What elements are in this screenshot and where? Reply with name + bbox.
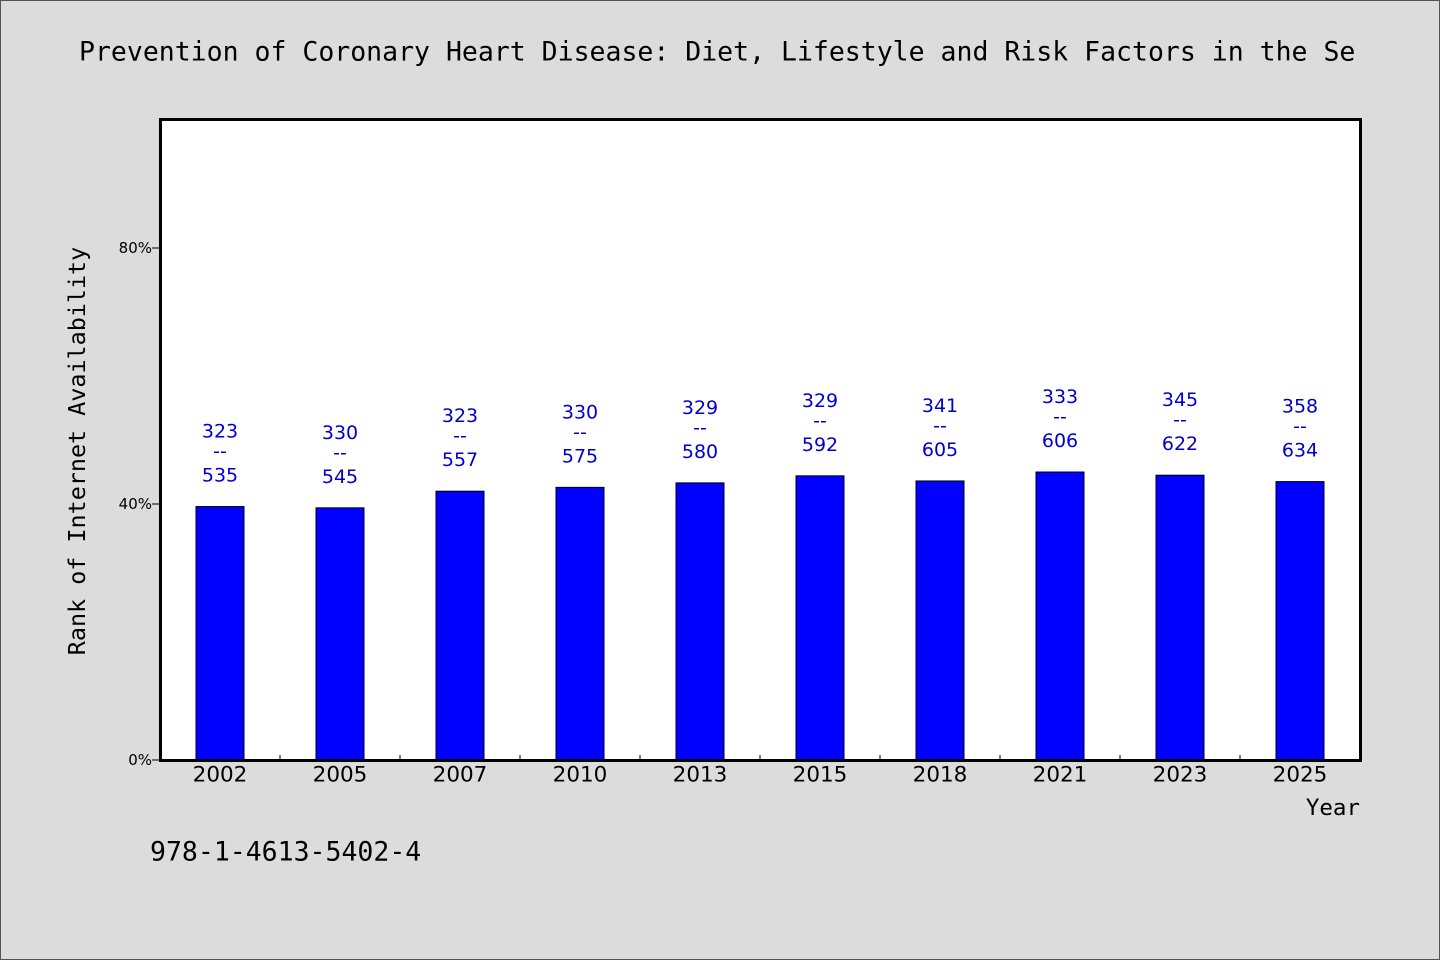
x-tick-label: 2018 bbox=[913, 763, 968, 788]
data-label-upper: 323 bbox=[442, 405, 478, 427]
x-tick-label: 2023 bbox=[1153, 763, 1208, 788]
bar-2010 bbox=[555, 486, 605, 761]
data-label-upper: 330 bbox=[562, 401, 598, 423]
data-label-separator: -- bbox=[813, 410, 827, 432]
data-label-separator: -- bbox=[213, 441, 227, 463]
x-tick-label: 2021 bbox=[1033, 763, 1088, 788]
y-axis: 0% 40% 80% bbox=[119, 239, 160, 769]
isbn-text: 978-1-4613-5402-4 bbox=[150, 837, 421, 868]
bar-2018 bbox=[915, 480, 965, 761]
bar-2007 bbox=[435, 490, 485, 761]
data-label-lower: 545 bbox=[322, 466, 358, 488]
x-tick-label: 2010 bbox=[553, 763, 608, 788]
data-label-lower: 634 bbox=[1282, 440, 1318, 462]
y-tick-label: 0% bbox=[128, 751, 152, 769]
data-label-lower: 605 bbox=[922, 439, 958, 461]
x-tick-label: 2013 bbox=[673, 763, 728, 788]
data-label-separator: -- bbox=[693, 417, 707, 439]
y-tick-label: 80% bbox=[119, 239, 152, 257]
x-axis: 2002 2005 2007 2010 2013 2015 2018 2021 2023 2025 bbox=[193, 755, 1328, 788]
data-label-lower: 557 bbox=[442, 449, 478, 471]
data-label-lower: 535 bbox=[202, 465, 238, 487]
data-label-upper: 341 bbox=[922, 395, 958, 417]
bar-series bbox=[195, 471, 1325, 761]
data-label-upper: 330 bbox=[322, 422, 358, 444]
data-label-lower: 592 bbox=[802, 434, 838, 456]
data-label-separator: -- bbox=[933, 415, 947, 437]
bar-2021 bbox=[1035, 471, 1085, 761]
x-tick-label: 2015 bbox=[793, 763, 848, 788]
x-axis-label: Year bbox=[1306, 795, 1360, 821]
x-tick-label: 2002 bbox=[193, 763, 248, 788]
bar-2002 bbox=[195, 506, 245, 761]
data-label-upper: 323 bbox=[202, 421, 238, 443]
data-label-separator: -- bbox=[1173, 409, 1187, 431]
bar-2013 bbox=[675, 482, 725, 761]
data-label-upper: 333 bbox=[1042, 386, 1078, 408]
data-label-separator: -- bbox=[1053, 406, 1067, 428]
data-label-upper: 329 bbox=[682, 397, 718, 419]
y-tick-label: 40% bbox=[119, 495, 152, 513]
data-label-separator: -- bbox=[333, 442, 347, 464]
data-label-upper: 329 bbox=[802, 390, 838, 412]
bar-2015 bbox=[795, 475, 845, 761]
y-axis-label: Rank of Internet Availability bbox=[63, 247, 91, 655]
bar-2023 bbox=[1155, 474, 1205, 761]
data-label-lower: 622 bbox=[1162, 433, 1198, 455]
data-label-upper: 345 bbox=[1162, 389, 1198, 411]
bar-2025 bbox=[1275, 481, 1325, 761]
x-tick-label: 2025 bbox=[1273, 763, 1328, 788]
data-label-separator: -- bbox=[453, 425, 467, 447]
data-label-lower: 580 bbox=[682, 441, 718, 463]
data-label-lower: 606 bbox=[1042, 430, 1078, 452]
data-labels: 323--535330--545323--557330--575329--580… bbox=[202, 386, 1318, 488]
chart-title: Prevention of Coronary Heart Disease: Di… bbox=[79, 37, 1355, 68]
data-label-upper: 358 bbox=[1282, 396, 1318, 418]
data-label-lower: 575 bbox=[562, 445, 598, 467]
bar-2005 bbox=[315, 507, 365, 761]
data-label-separator: -- bbox=[1293, 416, 1307, 438]
data-label-separator: -- bbox=[573, 421, 587, 443]
x-tick-label: 2007 bbox=[433, 763, 488, 788]
x-tick-label: 2005 bbox=[313, 763, 368, 788]
